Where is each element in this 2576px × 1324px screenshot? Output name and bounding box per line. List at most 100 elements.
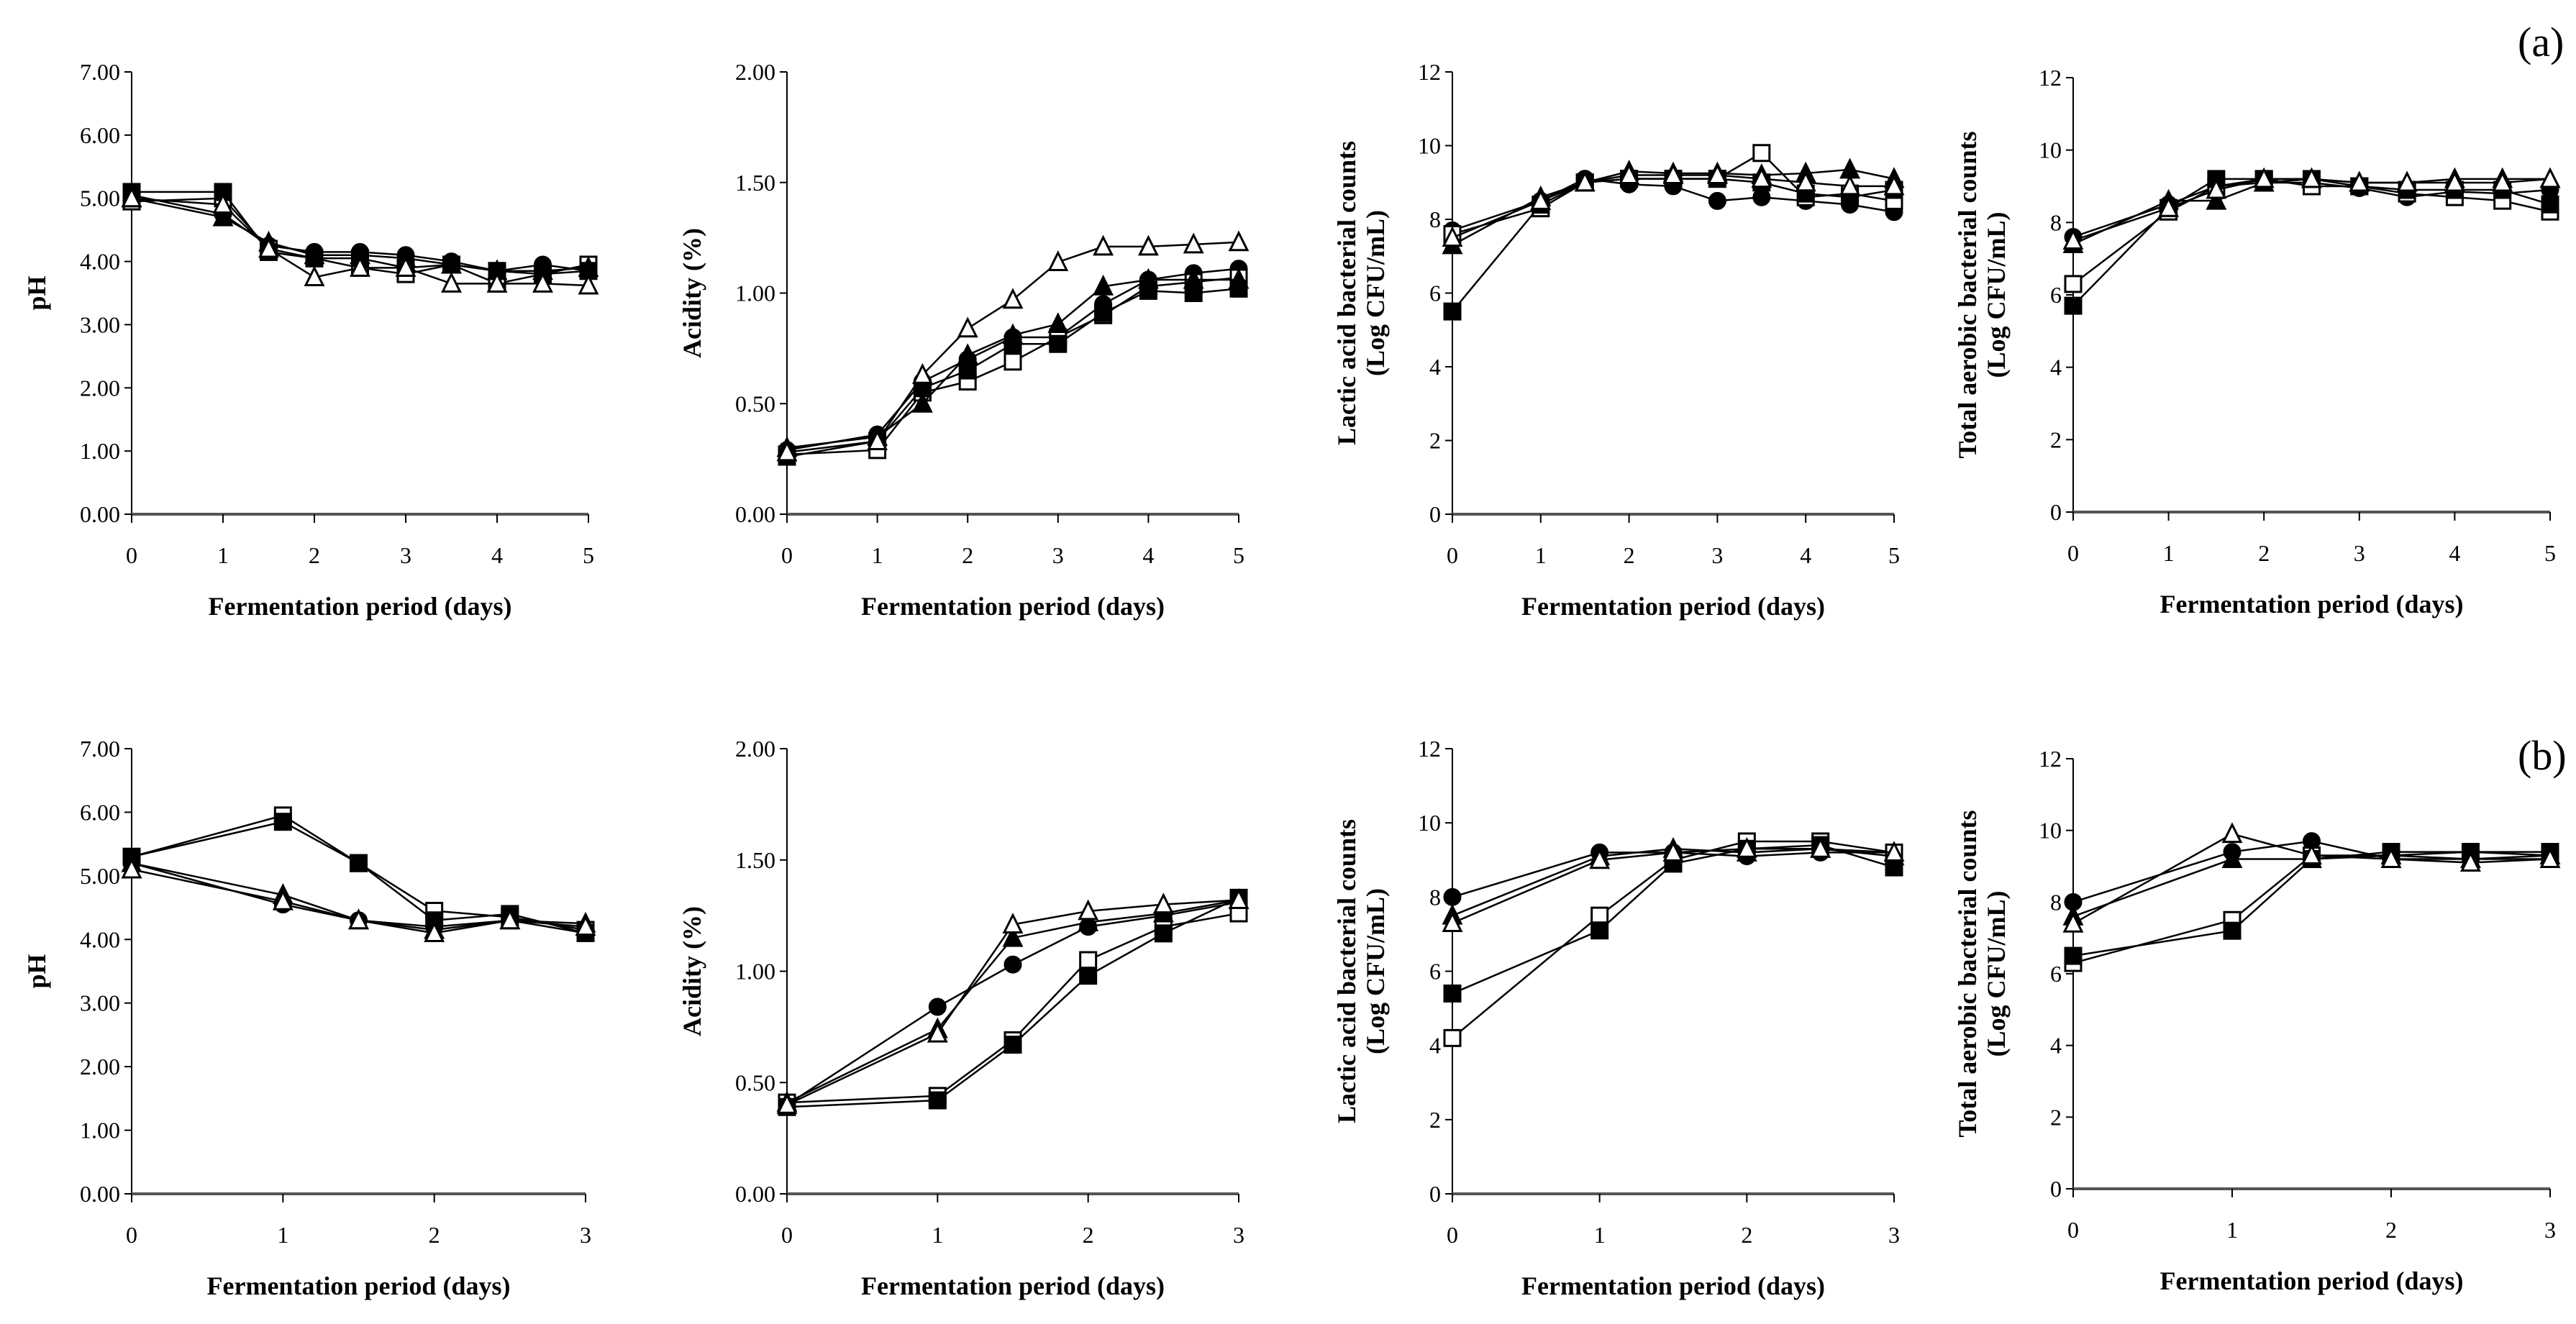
data-point-open-triangle [957, 316, 978, 338]
panel-label-b: (b) [2518, 732, 2567, 779]
y-tick-label: 6 [1429, 280, 1441, 306]
series-open-triangle [776, 888, 1250, 1114]
x-tick-label: 3 [400, 542, 411, 568]
data-point-filled-triangle [1183, 268, 1204, 289]
x-tick-label: 4 [2449, 540, 2460, 566]
data-point-filled-triangle [1002, 323, 1024, 344]
y-axis-title: pH [22, 275, 51, 310]
y-tick-label: 0.50 [735, 1069, 775, 1095]
y-tick-label: 0 [2050, 1176, 2062, 1202]
y-tick-label: 10 [1418, 133, 1441, 159]
data-point-open-triangle [1662, 163, 1684, 184]
x-tick-label: 1 [2226, 1217, 2238, 1243]
x-tick-label: 3 [2544, 1217, 2556, 1243]
x-tick-label: 5 [2544, 540, 2556, 566]
x-tick-label: 1 [277, 1222, 288, 1248]
data-point-open-triangle [424, 921, 445, 942]
x-tick-label: 3 [1888, 1222, 1900, 1248]
data-point-open-triangle [2253, 167, 2275, 188]
y-tick-label: 12 [1418, 736, 1441, 762]
data-point-open-square [1003, 352, 1022, 371]
y-tick-label: 0 [1429, 501, 1441, 527]
y-tick-label: 3.00 [80, 311, 120, 337]
series-open-triangle [121, 186, 599, 295]
y-tick-label: 1.50 [735, 847, 775, 873]
series-line [1452, 168, 1895, 246]
y-tick-label: 1.50 [735, 170, 775, 196]
y-tick-label: 3.00 [80, 990, 120, 1016]
y-axis-title: Lactic acid bacterial counts [1332, 819, 1361, 1123]
y-tick-label: 2 [1429, 428, 1441, 454]
data-point-open-triangle [2062, 911, 2084, 933]
series-open-triangle [2062, 167, 2561, 250]
data-point-filled-triangle [304, 243, 325, 265]
x-tick-label: 0 [781, 542, 793, 568]
series-line [786, 901, 1239, 1106]
y-tick-label: 0 [2050, 499, 2062, 525]
series-line [786, 288, 1239, 458]
x-tick-label: 0 [781, 1222, 793, 1248]
data-point-open-triangle [499, 908, 521, 930]
data-point-filled-triangle [1002, 926, 1024, 947]
y-tick-label: 0 [1429, 1181, 1441, 1207]
x-tick-label: 3 [2354, 540, 2365, 566]
data-point-open-triangle [1442, 911, 1463, 932]
x-tick-label: 0 [1447, 1222, 1458, 1248]
x-tick-label: 4 [491, 542, 503, 568]
x-tick-label: 5 [1233, 542, 1244, 568]
series-line [2072, 178, 2551, 242]
y-tick-label: 12 [1418, 59, 1441, 85]
y-tick-label: 1.00 [80, 1118, 120, 1143]
data-point-filled-square [2064, 296, 2083, 315]
series-line [786, 899, 1239, 1106]
y-tick-label: 10 [2039, 818, 2062, 844]
x-tick-label: 2 [309, 542, 320, 568]
y-tick-label: 6 [1429, 959, 1441, 985]
y-axis-title: Acidity (%) [678, 228, 706, 358]
x-tick-label: 3 [1233, 1222, 1244, 1248]
data-point-open-triangle [2349, 170, 2370, 192]
y-tick-label: 8 [1429, 206, 1441, 232]
chart-a-acidity: 0.00 0.50 1.00 1.50 2.00 0 1 2 3 4 5 Fermentation p… [678, 59, 1250, 621]
data-point-open-triangle [395, 256, 417, 277]
data-point-filled-square [1079, 967, 1098, 985]
data-point-open-triangle [1810, 836, 1831, 858]
data-point-open-triangle [2460, 851, 2481, 872]
data-point-open-triangle [2396, 170, 2418, 192]
data-point-open-triangle [1574, 170, 1596, 192]
y-tick-label: 4 [2050, 355, 2062, 380]
data-point-open-triangle [1619, 163, 1640, 184]
y-tick-label: 2.00 [735, 59, 775, 85]
x-axis-title: Fermentation period (days) [2160, 1266, 2464, 1295]
x-tick-label: 4 [1800, 542, 1811, 568]
y-tick-label: 7.00 [80, 59, 120, 85]
data-point-filled-square [1443, 984, 1462, 1003]
y-tick-label: 4 [1429, 354, 1441, 380]
data-point-open-triangle [121, 857, 142, 879]
y-axis-title: Lactic acid bacterial counts [1332, 141, 1361, 445]
y-tick-label: 2.00 [80, 375, 120, 401]
y-tick-label: 4.00 [80, 926, 120, 952]
x-tick-label: 2 [1083, 1222, 1094, 1248]
y-tick-label: 6.00 [80, 799, 120, 825]
data-point-filled-triangle [2206, 188, 2227, 210]
data-point-open-triangle [258, 237, 279, 258]
x-tick-label: 2 [1741, 1222, 1752, 1248]
y-tick-label: 0.50 [735, 391, 775, 416]
series-line [131, 814, 586, 931]
series-line [2072, 851, 2550, 957]
y-axis-title: Total aerobic bacterial counts [1953, 132, 1982, 459]
data-point-open-triangle [2301, 844, 2322, 865]
data-point-open-triangle [2221, 822, 2243, 844]
y-tick-label: 1.00 [80, 438, 120, 464]
data-point-filled-square [1590, 921, 1609, 940]
x-tick-label: 0 [1447, 542, 1458, 568]
data-point-open-triangle [1228, 888, 1250, 909]
x-axis-title: Fermentation period (days) [861, 1272, 1165, 1300]
data-point-filled-square [1154, 924, 1173, 943]
y-tick-label: 7.00 [80, 736, 120, 762]
y-tick-label: 2.00 [80, 1054, 120, 1079]
